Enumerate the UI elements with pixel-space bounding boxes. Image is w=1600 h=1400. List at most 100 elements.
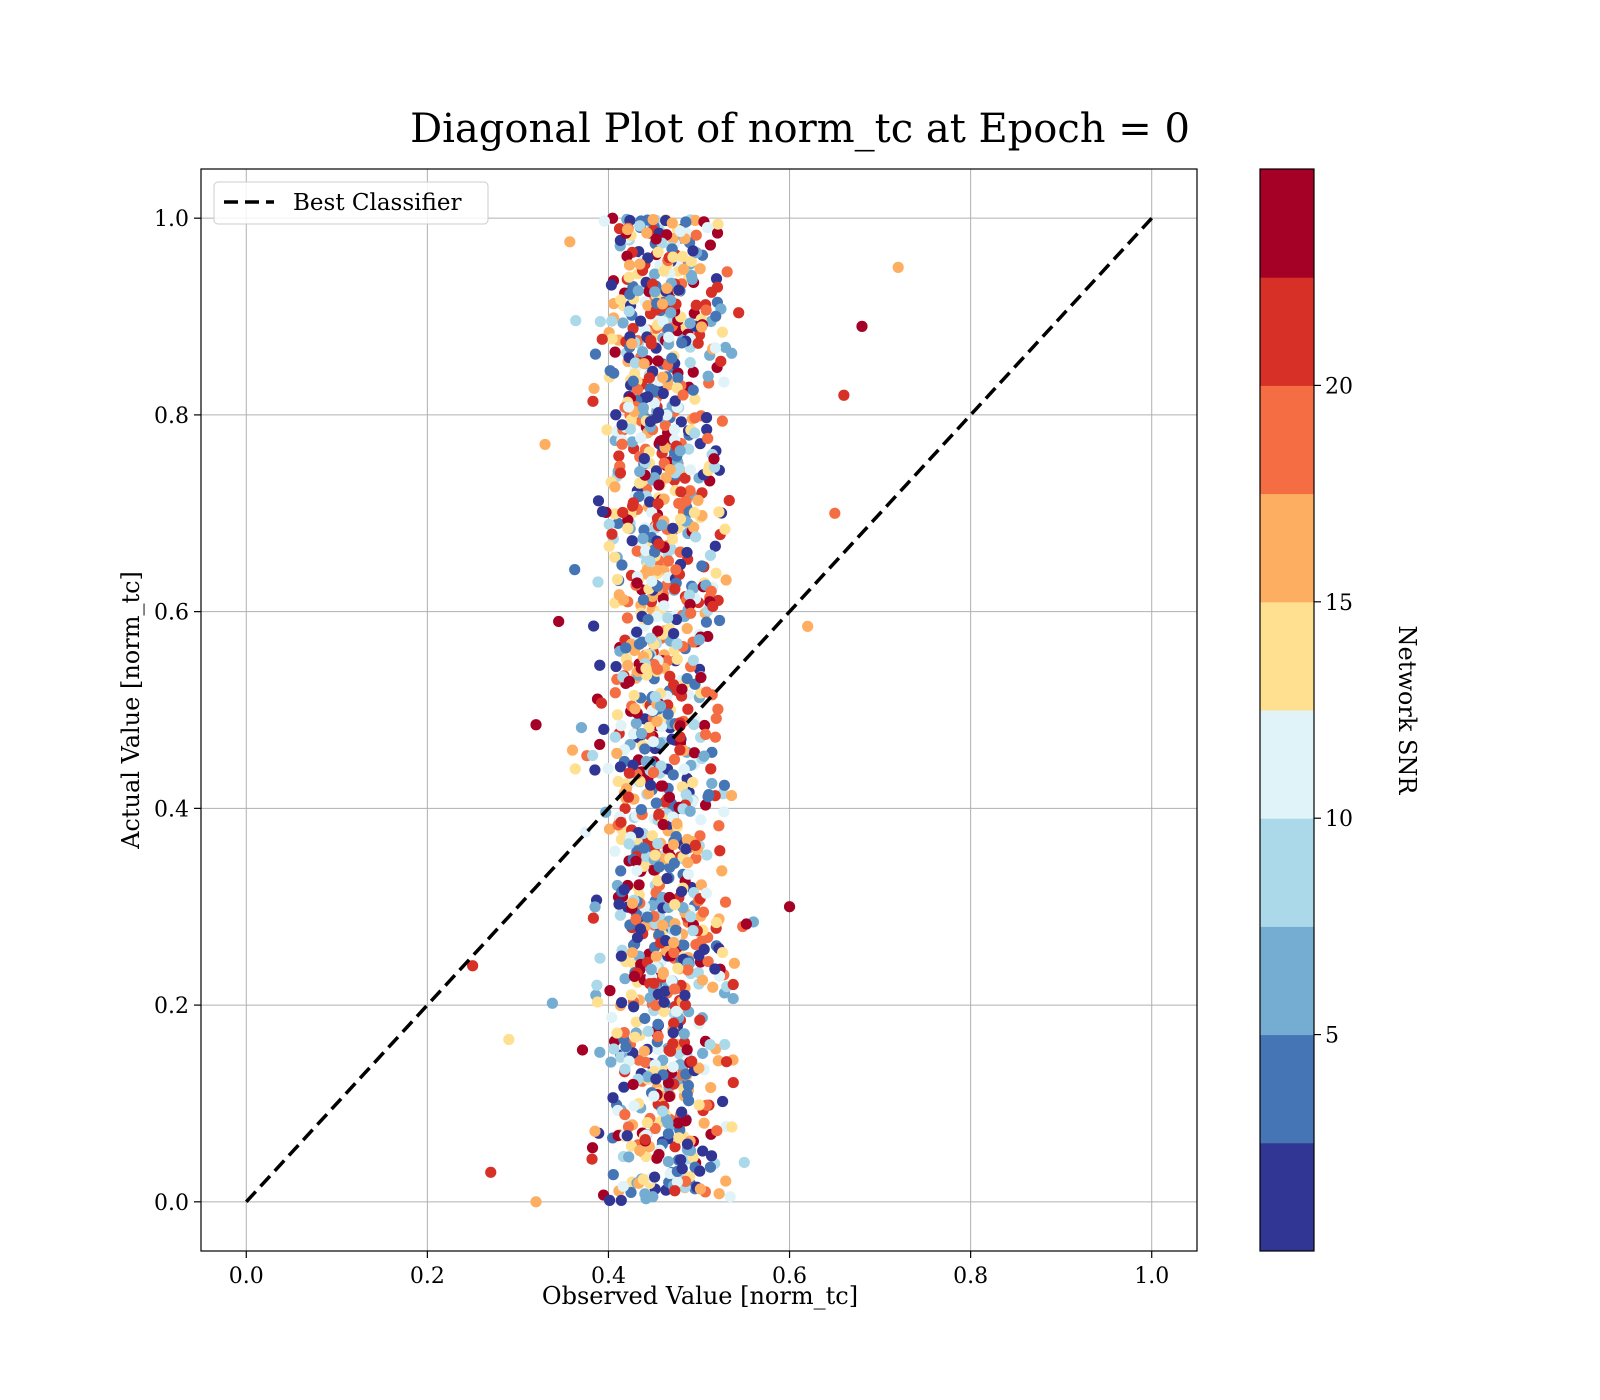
scatter-point: [626, 947, 638, 959]
best-classifier-line: [244, 216, 1154, 1204]
scatter-point: [684, 317, 696, 329]
scatter-point: [695, 671, 707, 684]
scatter-point: [669, 1141, 681, 1153]
scatter-point: [626, 436, 638, 448]
scatter-point: [620, 642, 632, 654]
scatter-point: [605, 1056, 617, 1068]
scatter-point: [838, 389, 850, 401]
scatter-point: [727, 978, 739, 991]
scatter-point: [622, 1121, 635, 1133]
scatter-point: [650, 1073, 662, 1085]
scatter-point: [687, 925, 699, 937]
scatter-point: [612, 517, 624, 529]
scatter-point: [649, 286, 661, 298]
scatter-point: [566, 744, 579, 756]
scatter-point: [677, 389, 689, 401]
scatter-point: [634, 477, 646, 489]
scatter-point: [634, 258, 646, 270]
scatter-point: [681, 833, 693, 846]
scatter-point: [619, 973, 631, 985]
scatter-point: [605, 279, 618, 291]
scatter-point: [575, 721, 588, 734]
scatter-point: [666, 243, 678, 255]
scatter-point: [628, 689, 640, 702]
scatter-point: [503, 1033, 515, 1046]
colorbar-segment: [1260, 169, 1314, 278]
scatter-point: [687, 384, 699, 396]
scatter-point: [705, 585, 717, 597]
scatter-point: [623, 767, 635, 779]
scatter-point: [713, 614, 726, 627]
scatter-point: [611, 1027, 623, 1039]
scatter-point: [631, 545, 643, 557]
scatter-point: [617, 594, 630, 606]
scatter-point: [681, 622, 693, 635]
scatter-point: [710, 712, 722, 725]
scatter-point: [702, 955, 714, 968]
scatter-point: [680, 495, 692, 507]
scatter-point: [602, 762, 614, 775]
scatter-point: [616, 419, 628, 431]
scatter-point: [622, 791, 635, 803]
scatter-point: [594, 952, 606, 964]
y-tick-label: 1.0: [154, 207, 189, 232]
scatter-point: [639, 1012, 651, 1025]
scatter-point: [669, 898, 681, 911]
scatter-point: [564, 236, 576, 248]
scatter-point: [669, 395, 681, 407]
scatter-point: [655, 760, 667, 772]
scatter-point: [619, 1063, 631, 1075]
scatter-point: [601, 424, 613, 436]
scatter-point: [569, 763, 581, 775]
scatter-point: [606, 315, 618, 327]
scatter-point: [686, 1055, 698, 1068]
scatter-point: [669, 583, 681, 595]
scatter-point: [658, 600, 670, 612]
scatter-point: [687, 654, 699, 666]
scatter-point: [668, 1017, 680, 1029]
scatter-point: [674, 225, 687, 237]
scatter-point: [638, 842, 650, 854]
scatter-point: [693, 634, 705, 646]
colorbar-tick-label: 15: [1325, 591, 1353, 616]
scatter-point: [657, 371, 669, 383]
scatter-point: [683, 589, 696, 601]
scatter-point: [656, 434, 668, 447]
scatter-point: [530, 1196, 542, 1208]
scatter-point: [696, 321, 708, 333]
y-axis-label: Actual Value [norm_tc]: [117, 571, 145, 850]
scatter-point: [692, 494, 704, 506]
scatter-point: [725, 789, 738, 802]
scatter-point: [652, 498, 664, 510]
scatter-point: [641, 227, 653, 239]
scatter-point: [644, 555, 656, 568]
scatter-point: [713, 506, 725, 518]
scatter-point: [684, 598, 696, 611]
scatter-point: [704, 239, 717, 251]
scatter-point: [688, 507, 701, 519]
scatter-point: [642, 1025, 654, 1037]
colorbar: [1259, 168, 1315, 1252]
scatter-point: [649, 1171, 661, 1183]
scatter-point: [661, 229, 673, 241]
scatter-point: [687, 366, 699, 378]
scatter-point: [647, 736, 659, 748]
scatter-point: [704, 1161, 717, 1173]
scatter-point: [667, 522, 679, 534]
scatter-point: [669, 1185, 681, 1197]
scatter-point: [647, 1191, 659, 1203]
legend-box: [213, 181, 489, 225]
scatter-point: [638, 1045, 650, 1057]
scatter-point: [603, 540, 615, 552]
scatter-point: [677, 263, 690, 275]
scatter-point: [658, 1005, 670, 1018]
scatter-point: [684, 805, 696, 817]
scatter-point: [592, 576, 604, 588]
scatter-point: [617, 317, 629, 329]
x-tick-label: 0.2: [410, 1264, 445, 1289]
scatter-point: [685, 607, 697, 619]
scatter-point: [648, 977, 660, 989]
scatter-point: [692, 337, 704, 349]
scatter-point: [598, 723, 610, 735]
